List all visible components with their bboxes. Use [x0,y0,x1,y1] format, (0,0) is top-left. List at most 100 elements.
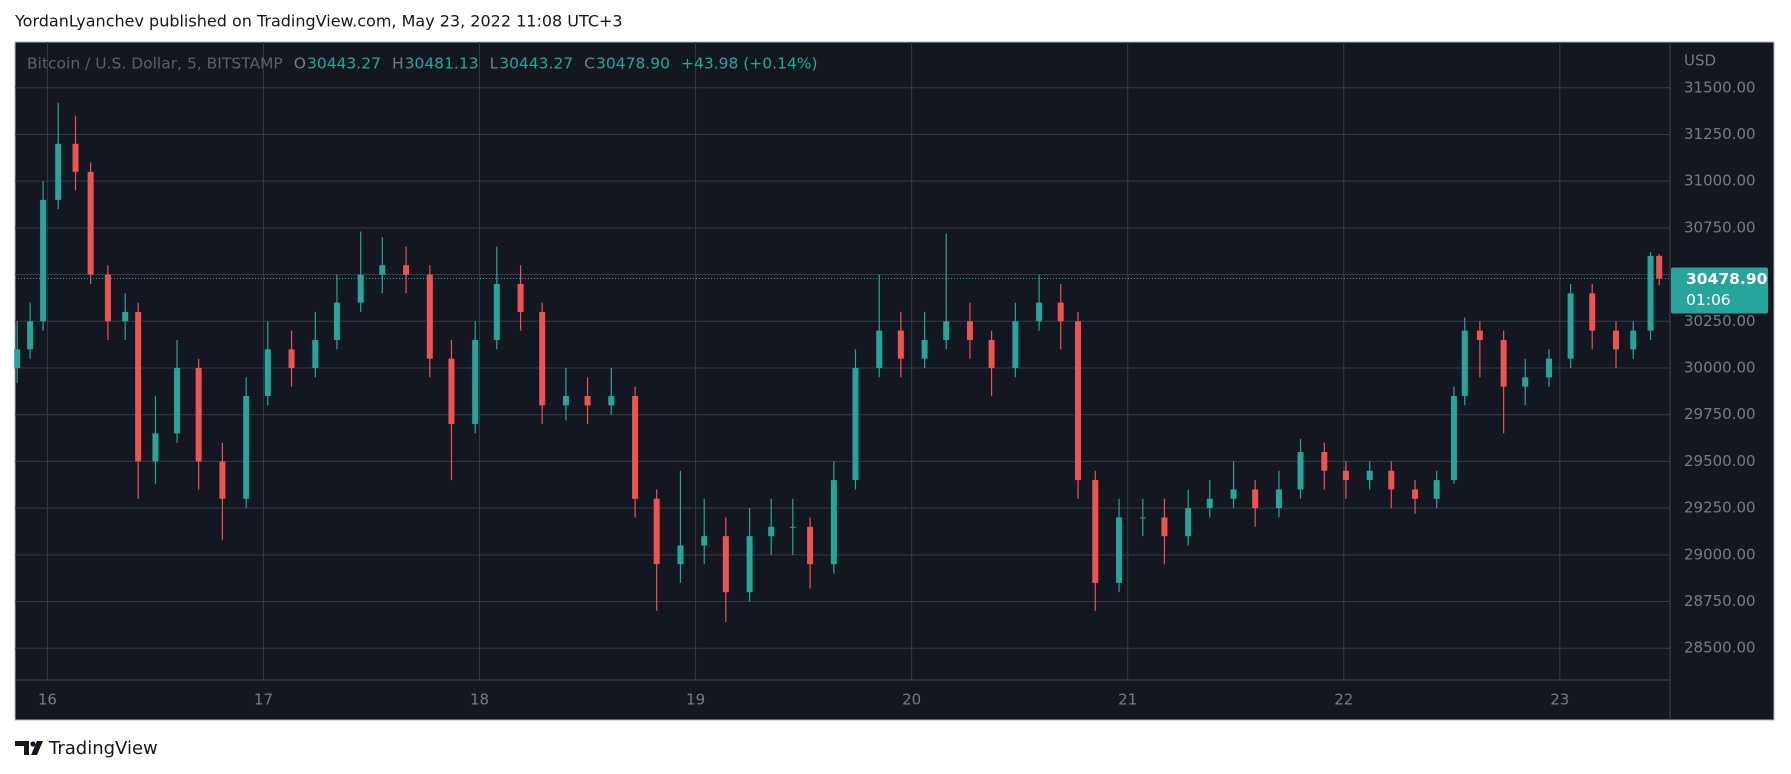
x-tick-label: 23 [1550,691,1569,709]
candle-body [966,321,973,340]
candle-body [14,349,21,369]
candle-body [653,498,660,565]
x-tick-label: 19 [686,691,705,709]
candle-body [677,545,684,565]
candles [14,102,1663,623]
candle-body [87,171,94,275]
candle-body [1275,489,1282,509]
candle-body [1656,255,1663,279]
y-tick-label: 29500.00 [1684,452,1756,470]
candle-body [264,349,271,397]
candle-body [1342,470,1349,481]
candle-body [830,480,837,565]
candle-body [493,283,500,340]
candle-body [1206,498,1213,509]
candle-body [333,302,340,340]
logo-dot [30,741,36,747]
candle-body [722,536,729,593]
y-tick-label: 28500.00 [1684,639,1756,657]
candle-body [1589,293,1596,331]
candle-body [1185,508,1192,537]
candle-body [1522,377,1529,387]
legend-title: Bitcoin / U.S. Dollar, 5, BITSTAMP [27,55,283,73]
candle-body [1630,330,1637,350]
logo-mark [31,741,43,755]
candle-body [152,433,159,462]
candle-body [701,536,708,546]
candle-body [1476,330,1483,340]
candle-body [379,265,386,275]
legend-value: 30443.27 [307,55,381,73]
candle-body [1366,470,1373,481]
legend-key: L [490,55,499,73]
candle-body [1036,302,1043,322]
candle-body [1092,480,1099,583]
candle-body [807,526,814,565]
legend-change: +43.98 (+0.14%) [681,55,818,73]
candle-body [988,339,995,369]
candle-body [517,283,524,312]
y-tick-label: 31250.00 [1684,125,1756,143]
y-tick-label: 31000.00 [1684,172,1756,190]
candle-body [448,358,455,425]
candle-body [1433,480,1440,499]
currency-label: USD [1684,52,1716,70]
candle-body [1647,255,1654,331]
candle-body [357,274,364,303]
candle-body [288,349,295,369]
candle-body [876,330,883,369]
candle-body [1075,321,1082,481]
x-tick-label: 20 [902,691,921,709]
legend-key: O [294,55,306,73]
legend-value: 30443.27 [499,55,573,73]
logo-mark [15,741,29,755]
candle-body [1412,489,1419,499]
y-tick-label: 29250.00 [1684,499,1756,517]
candle-body [1388,470,1395,490]
candle-body [1461,330,1468,397]
logo-text: TradingView [48,738,158,759]
price-tag-countdown: 01:06 [1686,291,1731,309]
price-tag-value: 30478.90 [1686,270,1768,288]
candle-body [539,311,546,406]
candle-body [852,368,859,481]
candle-body [1230,489,1237,499]
chart-background [14,41,1775,721]
candle-body [632,396,639,499]
price-tag [1671,267,1768,314]
candle-body [135,311,142,462]
candle-body [195,368,202,462]
candle-body [312,339,319,369]
publish-info: YordanLyanchev published on TradingView.… [14,12,623,31]
candle-body [1297,452,1304,490]
y-tick-label: 30250.00 [1684,312,1756,330]
candle-body [1057,302,1064,322]
candle-body [1546,358,1553,378]
candle-body [219,461,226,499]
candle-body [897,330,904,359]
candle-body [608,396,615,406]
x-tick-label: 21 [1118,691,1137,709]
candle-body [1012,321,1019,369]
candle-body [40,199,47,322]
candle-body [1321,452,1328,471]
candle-body [72,143,79,172]
candle-body [27,321,34,350]
y-tick-label: 30000.00 [1684,359,1756,377]
x-tick-label: 22 [1334,691,1353,709]
legend-value: 30481.13 [405,55,479,73]
candle-body [921,339,928,359]
candle-body [403,265,410,275]
candle-body [768,526,775,537]
y-tick-label: 31500.00 [1684,78,1756,96]
candle-body [746,536,753,593]
legend-key: C [584,55,595,73]
candle-body [1500,339,1507,387]
y-tick-label: 29750.00 [1684,405,1756,423]
y-tick-label: 30750.00 [1684,218,1756,236]
candle-body [426,274,433,359]
candle-body [1567,293,1574,359]
x-tick-label: 18 [470,691,489,709]
